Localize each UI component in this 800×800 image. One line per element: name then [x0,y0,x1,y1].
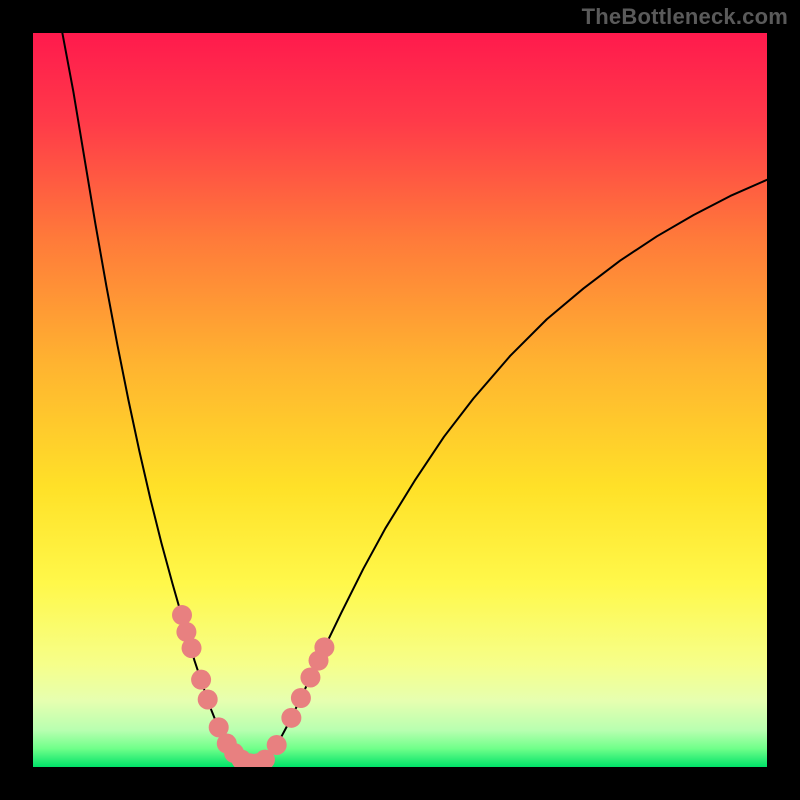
chart-container: TheBottleneck.com [0,0,800,800]
marker-point [172,605,192,625]
marker-point [191,670,211,690]
chart-svg [0,0,800,800]
marker-point [281,708,301,728]
marker-point [314,637,334,657]
plot-background-gradient [33,33,767,767]
marker-point [198,689,218,709]
watermark-text: TheBottleneck.com [582,4,788,30]
marker-point [182,638,202,658]
marker-point [291,688,311,708]
marker-point [267,735,287,755]
